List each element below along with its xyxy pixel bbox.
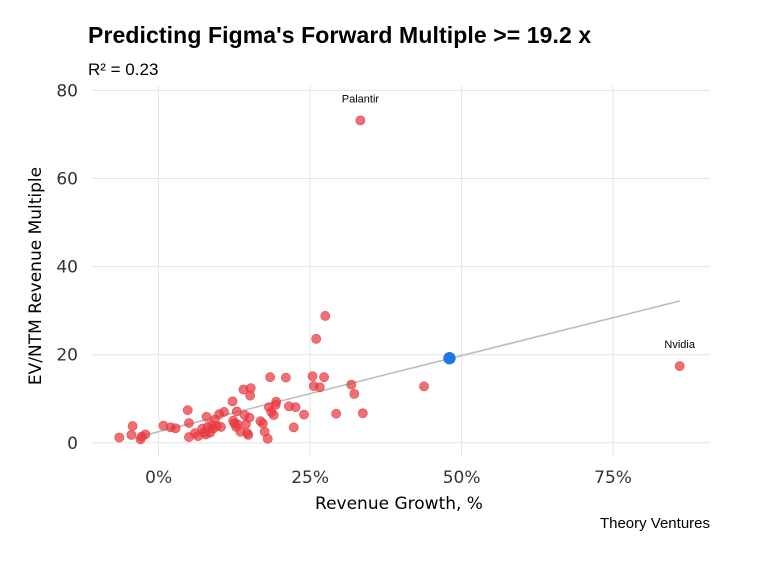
y-tick-label: 40 <box>56 258 78 278</box>
y-tick-label: 0 <box>67 434 78 454</box>
data-point <box>346 379 357 390</box>
x-tick-label: 75% <box>594 468 632 488</box>
annotation-palantir: Palantir <box>342 93 380 105</box>
data-point <box>257 418 268 429</box>
data-point <box>114 432 125 443</box>
data-point <box>280 372 291 383</box>
data-point <box>357 408 368 419</box>
grid-lines <box>92 86 710 456</box>
data-point <box>674 361 685 372</box>
x-tick-label: 0% <box>145 468 172 488</box>
data-point <box>127 421 138 431</box>
y-tick-label: 80 <box>56 81 78 101</box>
x-tick-label: 50% <box>443 468 481 488</box>
data-points <box>114 115 685 445</box>
data-point <box>288 422 299 433</box>
data-point <box>243 429 254 440</box>
trend-line <box>140 300 680 437</box>
data-point <box>126 429 137 440</box>
data-point <box>201 411 212 422</box>
data-point <box>311 333 322 344</box>
x-tick-label: 25% <box>291 468 329 488</box>
data-point <box>331 408 342 419</box>
data-point <box>299 409 309 420</box>
data-point <box>182 405 193 416</box>
trend-line-group <box>140 300 680 437</box>
data-point <box>349 388 360 399</box>
data-point <box>136 431 147 442</box>
figma-highlight-point <box>443 352 456 365</box>
annotation-nvidia: Nvidia <box>664 339 695 351</box>
x-axis-label: Revenue Growth, % <box>315 494 483 514</box>
annotations: Palantir Nvidia <box>342 93 696 351</box>
chart-subtitle: R² = 0.23 <box>88 60 159 79</box>
data-point <box>262 433 273 444</box>
data-point <box>227 396 238 407</box>
chart-title: Predicting Figma's Forward Multiple >= 1… <box>88 22 592 48</box>
data-point <box>307 371 318 382</box>
data-point <box>184 418 194 428</box>
data-point <box>320 311 331 321</box>
data-point <box>244 412 255 423</box>
data-point <box>314 382 325 393</box>
data-point <box>216 422 226 432</box>
chart-caption: Theory Ventures <box>599 515 710 532</box>
data-point <box>219 407 229 417</box>
data-point <box>419 381 429 392</box>
y-tick-label: 20 <box>56 346 78 366</box>
data-point <box>355 115 366 126</box>
y-axis-ticks: 0 20 40 60 80 <box>56 81 78 453</box>
x-axis-ticks: 0% 25% 50% 75% <box>145 468 632 488</box>
data-point <box>268 410 279 420</box>
data-point <box>319 372 329 383</box>
data-point <box>245 383 256 394</box>
data-point <box>265 372 276 383</box>
data-point <box>290 402 301 413</box>
data-point <box>170 423 181 434</box>
y-tick-label: 60 <box>56 170 78 190</box>
data-point <box>271 396 282 407</box>
y-axis-label: EV/NTM Revenue Multiple <box>26 167 46 385</box>
